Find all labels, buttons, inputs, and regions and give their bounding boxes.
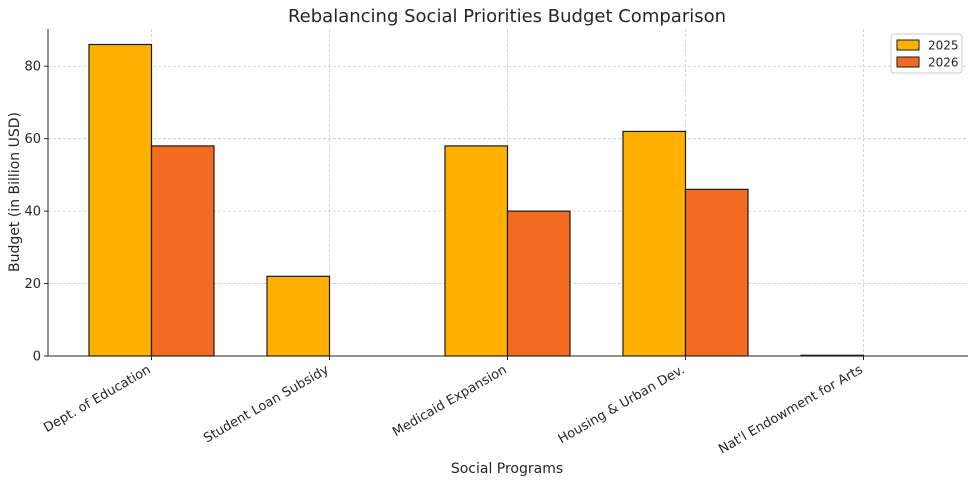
y-axis-label: Budget (in Billion USD)	[7, 112, 23, 272]
y-tick-label: 60	[24, 132, 41, 147]
y-tick-label: 0	[33, 350, 41, 365]
bar-2026-2	[506, 210, 571, 357]
x-ticks: Dept. of Education Student Loan Subsidy Me…	[41, 356, 866, 457]
y-ticks: 0 20 40 60 80	[24, 60, 48, 365]
bar-2025-3	[622, 130, 687, 357]
y-tick-label: 20	[24, 277, 41, 292]
bars	[88, 43, 865, 357]
bar-2026-3	[684, 188, 749, 357]
legend-swatch-2025	[896, 39, 920, 51]
x-tick-label: Dept. of Education	[41, 362, 153, 435]
legend-swatch-2026	[896, 56, 920, 68]
y-tick-label: 40	[24, 205, 41, 220]
legend-label: 2025	[928, 39, 959, 53]
bar-2025-2	[444, 145, 509, 357]
x-tick-label: Student Loan Subsidy	[201, 362, 331, 446]
legend: 2025 2026	[890, 33, 963, 74]
legend-label: 2026	[928, 56, 959, 70]
bar-2025-0	[88, 43, 153, 357]
x-tick-label: Housing & Urban Dev.	[556, 362, 688, 447]
x-axis-label: Social Programs	[451, 461, 563, 477]
bar-2025-1	[266, 275, 331, 357]
chart-title: Rebalancing Social Priorities Budget Com…	[288, 6, 726, 27]
x-tick-label: Medicaid Expansion	[390, 362, 509, 440]
y-tick-label: 80	[24, 60, 41, 75]
bar-2026-0	[150, 145, 215, 357]
x-tick-label: Nat'l Endowment for Arts	[716, 362, 865, 457]
